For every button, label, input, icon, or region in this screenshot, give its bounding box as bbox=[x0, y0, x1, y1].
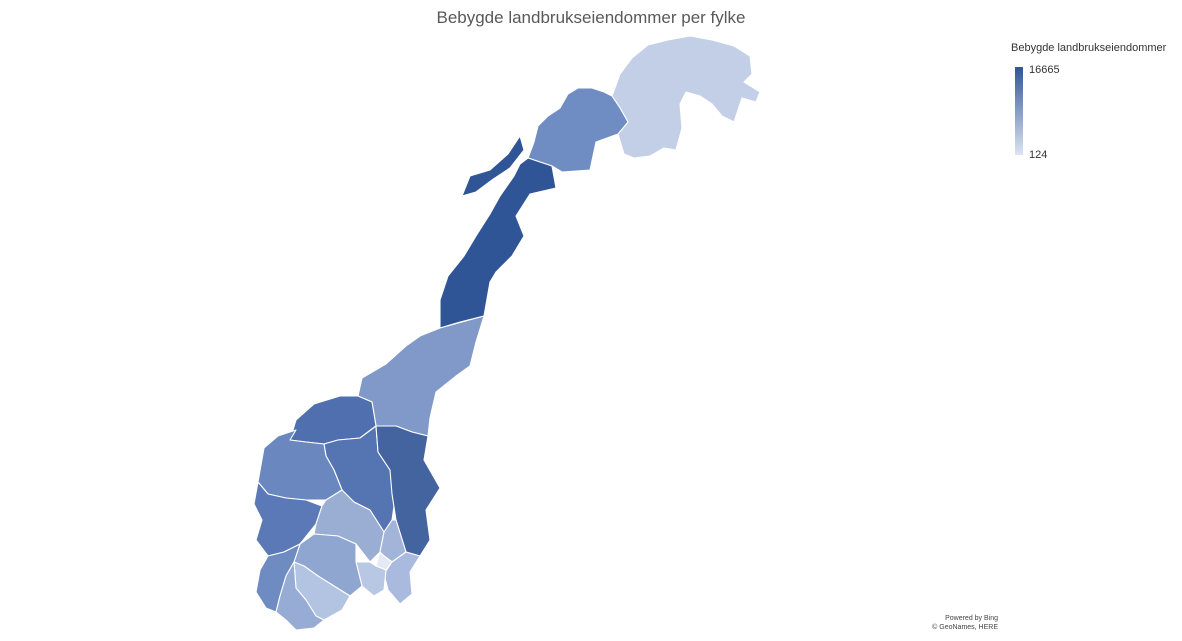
map-attribution: Powered by Bing © GeoNames, HERE bbox=[932, 614, 998, 632]
region-trondelag[interactable] bbox=[357, 315, 485, 437]
region-vestfold[interactable] bbox=[355, 561, 387, 597]
legend-color-scale bbox=[1015, 67, 1023, 155]
legend-max-label: 16665 bbox=[1029, 64, 1060, 76]
attribution-powered-by: Powered by Bing bbox=[945, 615, 998, 622]
region-troms[interactable] bbox=[527, 87, 629, 173]
map-title: Bebygde landbrukseiendommer per fylke bbox=[436, 8, 746, 27]
legend-title: Bebygde landbrukseiendommer bbox=[1011, 42, 1167, 54]
region-hedmark[interactable] bbox=[375, 425, 441, 557]
attribution-copyright: © GeoNames, HERE bbox=[932, 624, 998, 631]
region-nordland-islands[interactable] bbox=[461, 135, 525, 197]
region-nordland[interactable] bbox=[439, 157, 557, 329]
legend-min-label: 124 bbox=[1029, 149, 1048, 161]
region-vest-agder[interactable] bbox=[275, 561, 325, 631]
region-finnmark[interactable] bbox=[611, 35, 761, 159]
